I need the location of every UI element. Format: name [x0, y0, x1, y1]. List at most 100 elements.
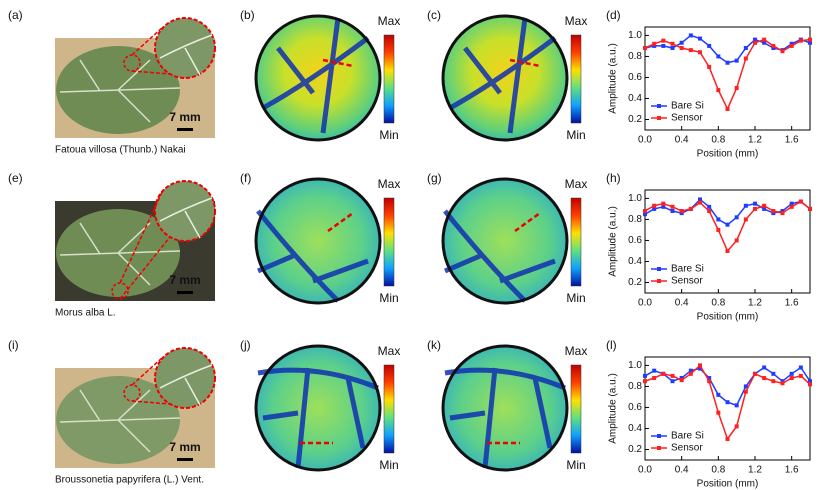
marker	[790, 44, 794, 48]
marker	[762, 376, 766, 380]
marker	[735, 403, 739, 407]
marker	[781, 49, 785, 53]
marker	[726, 107, 730, 111]
colorbar	[384, 365, 394, 453]
x-tick-label: 1.6	[785, 465, 799, 476]
panel-label: (h)	[606, 171, 621, 185]
y-axis-label: Amplitude (a.u.)	[608, 206, 619, 277]
marker	[707, 65, 711, 69]
colorbar-min: Min	[379, 128, 398, 142]
marker	[652, 369, 656, 373]
marker	[707, 205, 711, 209]
y-tick-label: 0.4	[628, 93, 642, 104]
marker	[771, 379, 775, 383]
x-tick-label: 0.4	[675, 465, 689, 476]
panel-label: (b)	[240, 8, 255, 22]
marker	[707, 209, 711, 213]
marker	[744, 57, 748, 61]
y-tick-label: 0.6	[628, 72, 642, 83]
marker	[808, 382, 812, 386]
marker	[753, 202, 757, 206]
marker	[661, 372, 665, 376]
marker	[762, 204, 766, 208]
y-tick-label: 0.4	[628, 423, 642, 434]
caption: Broussonetia papyrifera (L.) Vent.	[55, 475, 204, 486]
figure: (a) 7 mm Fatoua villosa (Thunb.) Nakai (b) M…	[0, 0, 836, 490]
marker	[744, 204, 748, 208]
scale-bar-label: 7 mm	[169, 440, 200, 454]
marker	[799, 39, 803, 43]
marker	[680, 209, 684, 213]
panel-label: (e)	[8, 171, 23, 185]
marker	[726, 249, 730, 253]
y-tick-label: 0.8	[628, 214, 642, 225]
colorbar	[384, 35, 394, 123]
caption: Fatoua villosa (Thunb.) Nakai	[55, 145, 186, 156]
marker	[753, 207, 757, 211]
marker	[698, 50, 702, 54]
y-tick-label: 0.6	[628, 235, 642, 246]
y-tick-label: 0.2	[628, 444, 642, 455]
marker	[689, 372, 693, 376]
x-tick-label: 0.0	[638, 465, 652, 476]
marker	[643, 379, 647, 383]
marker	[744, 217, 748, 221]
colorbar-min: Min	[566, 291, 585, 305]
caption: Morus alba L.	[55, 308, 116, 319]
plot-frame	[645, 357, 810, 460]
marker	[652, 42, 656, 46]
legend-marker	[657, 446, 661, 450]
marker	[661, 44, 665, 48]
legend-marker	[657, 267, 661, 271]
marker	[735, 424, 739, 428]
marker	[726, 400, 730, 404]
marker	[671, 46, 675, 50]
marker	[680, 41, 684, 45]
x-axis-label: Position (mm)	[697, 312, 759, 323]
series-line	[645, 40, 810, 109]
legend-label: Sensor	[671, 113, 703, 124]
panel-label: (d)	[606, 8, 621, 22]
scale-bar-label: 7 mm	[169, 273, 200, 287]
scale-bar	[177, 128, 193, 131]
panel-label: (i)	[8, 338, 19, 352]
marker	[698, 363, 702, 367]
marker	[799, 200, 803, 204]
marker	[726, 437, 730, 441]
y-tick-label: 1.0	[628, 30, 642, 41]
marker	[652, 376, 656, 380]
marker	[716, 54, 720, 58]
marker	[762, 366, 766, 370]
colorbar	[571, 35, 581, 123]
x-tick-label: 1.2	[748, 465, 762, 476]
marker	[716, 393, 720, 397]
colorbar-max: Max	[565, 344, 588, 358]
x-tick-label: 1.6	[785, 298, 799, 309]
marker	[771, 209, 775, 213]
x-tick-label: 0.8	[711, 465, 725, 476]
x-axis-label: Position (mm)	[697, 479, 759, 490]
panel-label: (g)	[427, 171, 442, 185]
y-axis-label: Amplitude (a.u.)	[608, 43, 619, 114]
marker	[744, 390, 748, 394]
marker	[799, 366, 803, 370]
scale-bar-label: 7 mm	[169, 110, 200, 124]
marker	[643, 209, 647, 213]
colorbar-min: Min	[566, 458, 585, 472]
panel-label: (a)	[8, 8, 23, 22]
marker	[735, 215, 739, 219]
marker	[698, 37, 702, 41]
marker	[680, 46, 684, 50]
panel-label: (f)	[240, 171, 251, 185]
panel-label: (c)	[427, 8, 441, 22]
legend-label: Bare Si	[671, 431, 704, 442]
marker	[735, 238, 739, 242]
marker	[680, 378, 684, 382]
panel-label: (j)	[240, 338, 251, 352]
marker	[689, 207, 693, 211]
series-line	[645, 368, 810, 406]
marker	[753, 372, 757, 376]
marker	[744, 46, 748, 50]
scale-bar	[177, 458, 193, 461]
x-tick-label: 0.0	[638, 135, 652, 146]
